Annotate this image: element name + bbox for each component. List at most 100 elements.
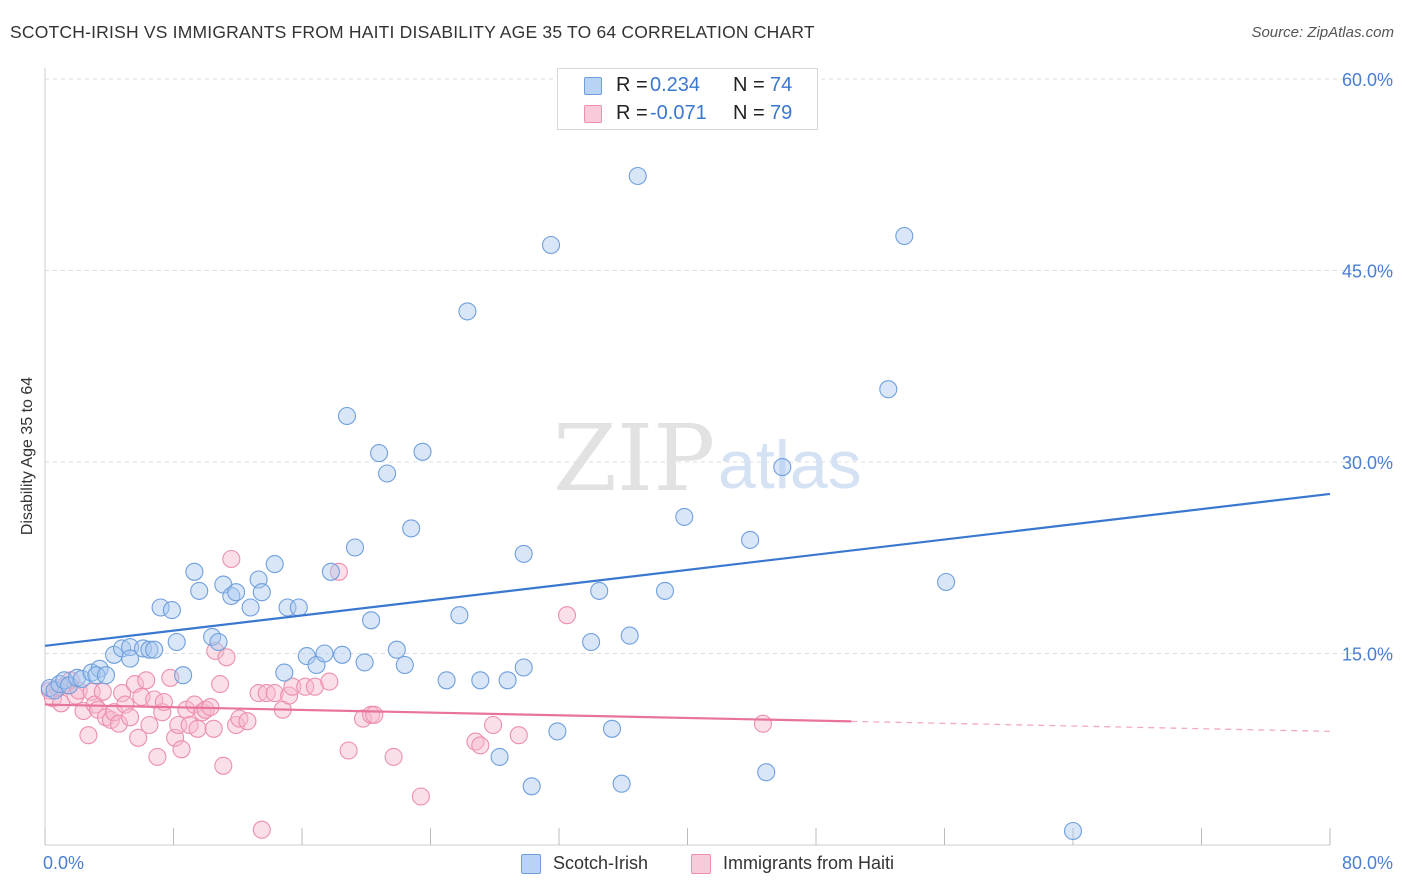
scotch-irish-point-74 <box>895 226 914 246</box>
scotch-irish-point-51 <box>437 671 456 690</box>
haiti-point-37 <box>188 719 207 738</box>
haiti-point-27 <box>148 747 167 766</box>
haiti-point-68 <box>471 736 490 755</box>
n-value: 74 <box>770 74 793 96</box>
scotch-irish-point-0 <box>40 678 59 698</box>
haiti-point-59 <box>320 672 339 691</box>
legend-label: Scotch-Irish <box>553 853 649 873</box>
haiti-point-61 <box>339 741 358 760</box>
scotch-irish-point-6 <box>72 669 91 689</box>
scotch-irish-point-76 <box>1063 821 1083 841</box>
haiti-point-24 <box>137 671 156 690</box>
haiti-trend-line <box>44 703 852 723</box>
haiti-point-45 <box>217 648 236 667</box>
scotch-irish-point-44 <box>362 611 381 630</box>
scotch-irish-point-49 <box>402 519 421 538</box>
scotch-irish-point-33 <box>275 663 294 682</box>
scotch-irish-point-48 <box>395 655 414 675</box>
scotch-irish-point-10 <box>96 666 116 685</box>
scotch-irish-point-70 <box>741 530 760 549</box>
r-value: -0.071 <box>650 102 707 124</box>
haiti-point-33 <box>172 740 191 759</box>
n-label: N = <box>733 102 765 124</box>
scotch-irish-point-58 <box>514 544 533 563</box>
watermark-atlas: atlas <box>718 427 862 503</box>
y-tick-label-30: 30.0% <box>1342 453 1393 473</box>
scotch-irish-point-25 <box>209 632 228 652</box>
haiti-point-22 <box>129 728 148 747</box>
r-label: R = <box>616 102 648 124</box>
scotch-irish-point-64 <box>602 719 622 738</box>
legend-row-scotch-irish: R = 0.234 N = 74 <box>558 72 817 100</box>
scotch-irish-point-61 <box>548 722 567 741</box>
scotch-irish-point-56 <box>498 671 517 690</box>
scotch-irish-point-18 <box>151 598 170 617</box>
correlation-legend: R = 0.234 N = 74 R = -0.071 N = 79 <box>557 68 818 130</box>
y-tick-label-45: 45.0% <box>1342 262 1393 282</box>
haiti-point-8 <box>74 701 93 721</box>
haiti-point-17 <box>109 714 128 733</box>
scotch-irish-point-55 <box>490 747 509 766</box>
legend-swatch-pink <box>691 854 711 874</box>
scotch-irish-point-71 <box>757 763 776 782</box>
scotch-irish-point-67 <box>628 166 647 186</box>
y-tick-label-15: 15.0% <box>1342 645 1393 665</box>
haiti-point-25 <box>140 715 159 735</box>
scotch-irish-point-17 <box>145 640 164 659</box>
haiti-point-41 <box>204 719 223 738</box>
legend-swatch-blue <box>521 854 541 874</box>
scotch-irish-point-45 <box>370 444 389 463</box>
scotch-irish-point-46 <box>378 464 397 483</box>
scotch-irish-point-68 <box>655 581 675 600</box>
source-label: Source: ZipAtlas.com <box>1251 24 1394 41</box>
haiti-point-9 <box>79 726 98 745</box>
legend-swatch-pink <box>584 105 602 123</box>
scotch-irish-point-19 <box>162 601 181 620</box>
haiti-point-66 <box>411 787 430 806</box>
haiti-point-46 <box>222 549 241 569</box>
scotch-irish-point-32 <box>265 555 284 574</box>
haiti-point-49 <box>238 712 257 731</box>
scotch-irish-point-69 <box>675 507 694 526</box>
scotch-irish-point-42 <box>345 538 365 557</box>
series-legend: Scotch-Irish Immigrants from Haiti <box>0 852 1406 878</box>
scotch-irish-point-65 <box>612 774 631 793</box>
scotch-irish-point-53 <box>458 302 477 321</box>
x-tick-label-80: 80.0% <box>1342 853 1393 873</box>
chart-title: SCOTCH-IRISH VS IMMIGRANTS FROM HAITI DI… <box>10 22 815 42</box>
n-label: N = <box>733 74 765 96</box>
legend-label: Immigrants from Haiti <box>723 853 895 873</box>
haiti-point-53 <box>265 684 284 703</box>
haiti-point-70 <box>509 726 528 745</box>
scotch-irish-trend-line <box>44 492 1331 647</box>
scotch-irish-point-23 <box>190 581 209 600</box>
tick-labels: 15.0% 30.0% 45.0% 60.0% 0.0% 80.0% <box>43 70 1393 873</box>
haiti-point-20 <box>121 708 140 727</box>
haiti-point-71 <box>557 606 577 625</box>
axes <box>44 68 1331 846</box>
scotch-irish-point-21 <box>174 666 193 685</box>
r-value: 0.234 <box>650 74 701 96</box>
haiti-point-18 <box>113 684 132 703</box>
trend-lines <box>44 492 1331 733</box>
scotch-irish-point-47 <box>387 640 406 659</box>
haiti-point-72 <box>753 714 773 733</box>
scotch-irish-point-16 <box>140 640 159 659</box>
scotch-irish-point-66 <box>620 626 639 645</box>
gridlines <box>45 78 1394 654</box>
scotch-irish-point-52 <box>450 606 469 625</box>
haiti-point-65 <box>384 747 403 766</box>
scotch-irish-point-50 <box>413 442 432 461</box>
haiti-point-43 <box>211 675 230 694</box>
scotch-irish-point-57 <box>514 658 533 677</box>
watermark-zip: ZIP <box>553 405 715 512</box>
scotch-irish-point-35 <box>289 598 308 617</box>
watermark: ZIP atlas <box>553 405 862 512</box>
scotch-irish-point-29 <box>241 598 260 617</box>
haiti-point-57 <box>296 677 315 696</box>
scotch-irish-point-73 <box>879 380 898 399</box>
scotch-irish-point-20 <box>167 632 186 652</box>
scotch-irish-point-31 <box>252 583 271 602</box>
haiti-point-58 <box>305 677 324 696</box>
